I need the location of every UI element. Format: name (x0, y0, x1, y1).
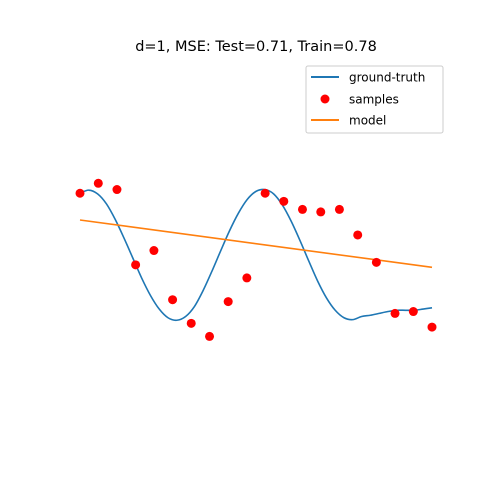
legend-label-ground-truth: ground-truth (349, 71, 425, 85)
sample-point (408, 307, 418, 317)
sample-point (223, 297, 233, 307)
sample-point (186, 318, 196, 328)
sample-point (279, 196, 289, 206)
sample-point (297, 204, 307, 214)
sample-point (242, 273, 252, 283)
legend-swatch-samples (320, 94, 330, 104)
sample-point (168, 295, 178, 305)
sample-point (316, 207, 326, 217)
sample-point (93, 178, 103, 188)
sample-point (149, 246, 159, 256)
sample-point (334, 204, 344, 214)
sample-point (390, 308, 400, 318)
sample-point (75, 188, 85, 198)
legend-label-samples: samples (349, 93, 399, 107)
sample-point (427, 322, 437, 332)
ground-truth-line (79, 188, 433, 322)
sample-point (205, 331, 215, 341)
sample-point (112, 185, 122, 195)
sample-point (353, 230, 363, 240)
sample-point (371, 257, 381, 267)
chart-title: d=1, MSE: Test=0.71, Train=0.78 (135, 39, 377, 55)
legend-label-model: model (349, 114, 386, 128)
sample-point (260, 188, 270, 198)
legend: ground-truth samples model (305, 65, 444, 134)
legend-frame (305, 65, 444, 134)
plot-area (75, 178, 437, 341)
sample-point (131, 260, 141, 270)
